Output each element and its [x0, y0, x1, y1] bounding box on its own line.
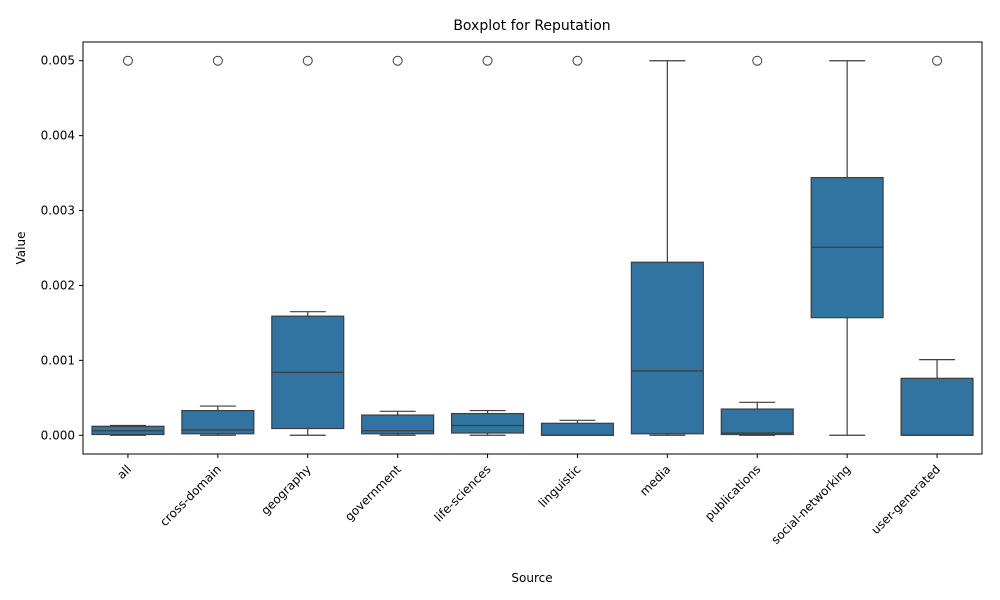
box-iqr	[900, 377, 974, 436]
y-tick-label: 0.004	[41, 129, 75, 143]
outlier-point	[122, 55, 133, 66]
box-group-government	[361, 55, 435, 436]
x-axis-label: Source	[511, 571, 552, 585]
outlier-point	[212, 55, 223, 66]
outlier-point	[482, 55, 493, 66]
y-tick-label: 0.002	[41, 278, 75, 292]
box-group-media	[630, 60, 704, 436]
box-group-linguistic	[540, 55, 615, 436]
y-tick-label: 0.001	[41, 353, 75, 367]
box-iqr	[361, 414, 435, 435]
outlier-point	[302, 55, 313, 66]
box-iqr	[450, 412, 525, 434]
box-iqr	[540, 422, 615, 436]
plot-area	[91, 55, 974, 436]
y-axis-label: Value	[14, 232, 28, 265]
box-iqr	[181, 409, 255, 435]
box-group-all	[91, 55, 165, 436]
box-iqr	[630, 261, 704, 435]
y-tick-label: 0.000	[41, 428, 75, 442]
box-iqr	[720, 408, 794, 436]
box-group-social-networking	[810, 60, 884, 436]
outlier-point	[932, 55, 943, 66]
y-tick-label: 0.003	[41, 204, 75, 218]
box-group-publications	[720, 55, 794, 436]
box-group-life-sciences	[450, 55, 525, 436]
outlier-point	[752, 55, 763, 66]
box-group-cross-domain	[181, 55, 255, 436]
y-tick-label: 0.005	[41, 54, 75, 68]
chart-title: Boxplot for Reputation	[453, 18, 610, 34]
outlier-point	[572, 55, 583, 66]
outlier-point	[392, 55, 403, 66]
plot-frame	[82, 41, 983, 455]
box-group-user-generated	[900, 55, 974, 436]
box-group-geography	[271, 55, 345, 436]
